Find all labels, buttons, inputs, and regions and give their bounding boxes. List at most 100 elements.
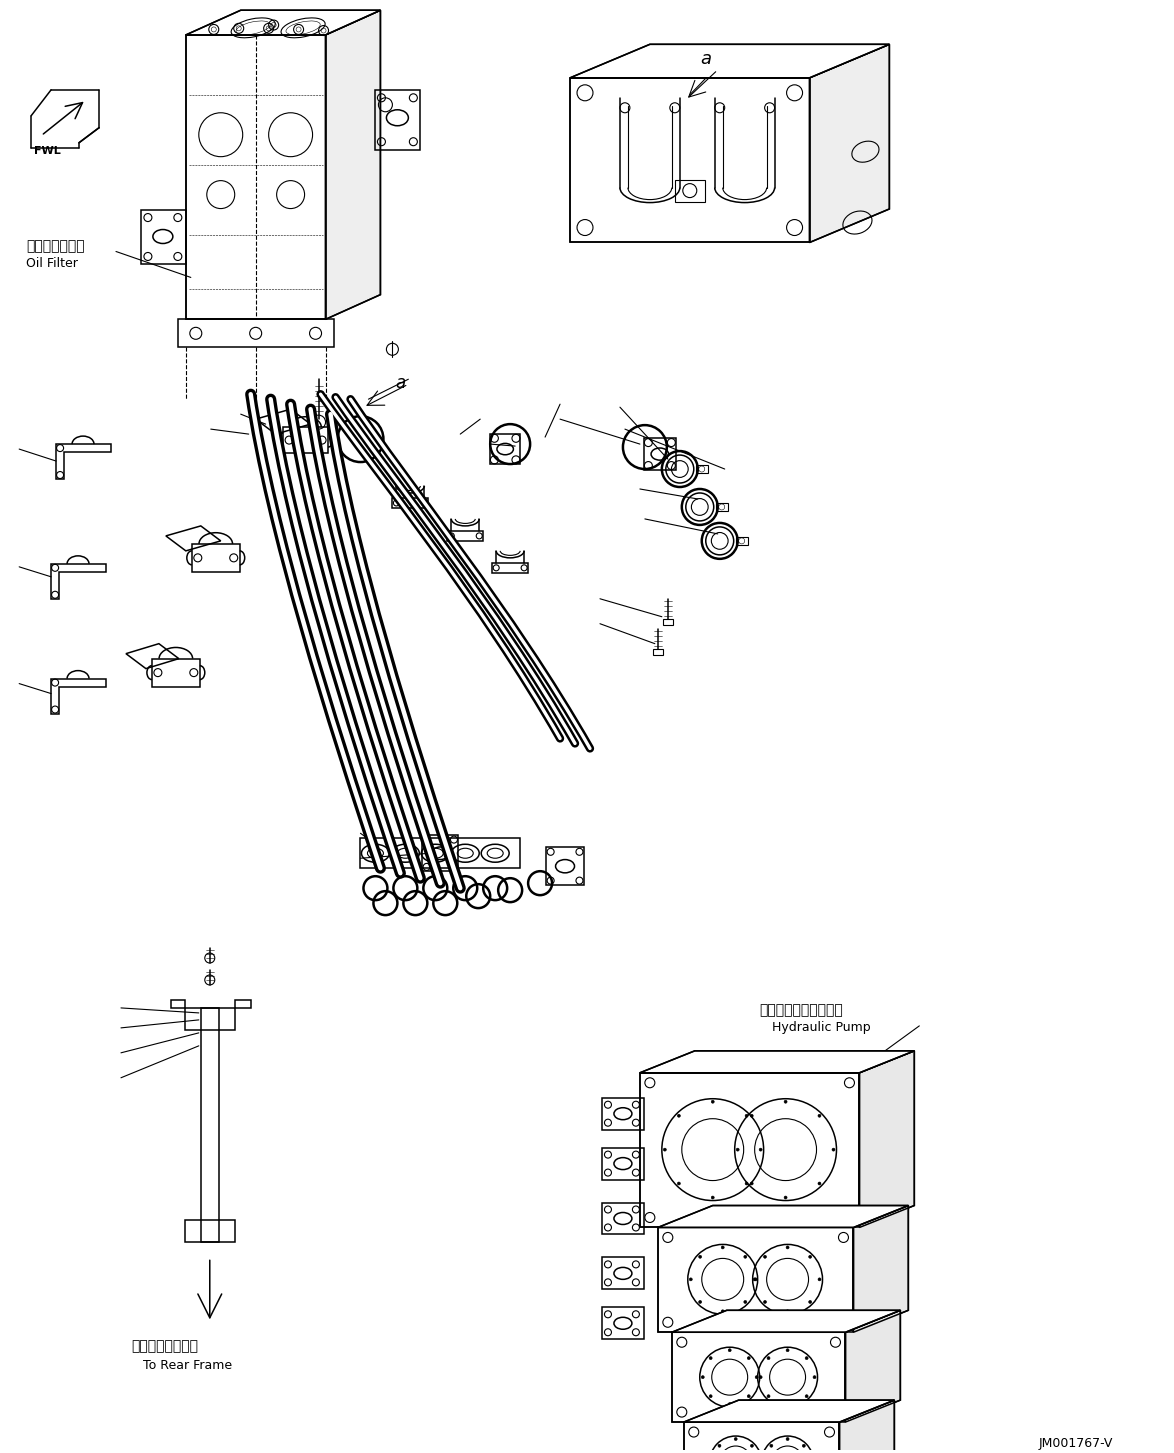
Circle shape: [814, 1376, 816, 1379]
Circle shape: [787, 1437, 789, 1440]
Bar: [392, 498, 429, 509]
Bar: [736, 538, 748, 545]
Circle shape: [709, 1357, 713, 1360]
Circle shape: [699, 1255, 702, 1258]
Circle shape: [805, 1357, 808, 1360]
Bar: [602, 1203, 643, 1235]
Polygon shape: [845, 1311, 900, 1422]
Polygon shape: [657, 1206, 909, 1228]
Circle shape: [677, 1181, 681, 1186]
Circle shape: [767, 1395, 770, 1398]
Circle shape: [736, 1148, 740, 1151]
Polygon shape: [810, 44, 890, 243]
Circle shape: [818, 1114, 821, 1117]
Bar: [491, 434, 520, 464]
Circle shape: [763, 1255, 767, 1258]
Circle shape: [818, 1181, 821, 1186]
Bar: [546, 847, 583, 885]
Bar: [696, 465, 708, 474]
Bar: [376, 90, 420, 150]
Circle shape: [784, 1196, 787, 1199]
Circle shape: [748, 1395, 750, 1398]
Polygon shape: [859, 1051, 915, 1228]
Bar: [683, 1422, 839, 1453]
Circle shape: [744, 1300, 747, 1303]
Polygon shape: [325, 10, 380, 320]
Circle shape: [787, 1348, 789, 1351]
Circle shape: [832, 1148, 835, 1151]
Circle shape: [809, 1300, 811, 1303]
Bar: [360, 838, 520, 869]
Bar: [602, 1097, 643, 1129]
Circle shape: [711, 1100, 714, 1103]
Circle shape: [754, 1277, 756, 1282]
Text: a: a: [396, 375, 406, 392]
Circle shape: [763, 1300, 767, 1303]
Bar: [184, 1221, 235, 1242]
Polygon shape: [683, 1401, 895, 1422]
Circle shape: [748, 1357, 750, 1360]
Circle shape: [784, 1100, 787, 1103]
Text: ハイドロリックポンプ: ハイドロリックポンプ: [760, 1003, 843, 1017]
Bar: [571, 78, 810, 243]
Text: a: a: [700, 49, 710, 68]
Bar: [492, 562, 528, 572]
Bar: [602, 1148, 643, 1180]
Polygon shape: [640, 1051, 915, 1072]
Circle shape: [728, 1348, 731, 1351]
Bar: [640, 1072, 859, 1228]
Circle shape: [750, 1114, 754, 1117]
Text: Oil Filter: Oil Filter: [26, 257, 77, 270]
Bar: [672, 1332, 845, 1422]
Circle shape: [760, 1148, 762, 1151]
Circle shape: [711, 1196, 714, 1199]
Circle shape: [818, 1277, 821, 1282]
Text: FWL: FWL: [34, 145, 61, 155]
Polygon shape: [672, 1311, 900, 1332]
Circle shape: [787, 1245, 789, 1250]
Circle shape: [721, 1245, 724, 1250]
Polygon shape: [571, 44, 890, 78]
Circle shape: [745, 1114, 748, 1117]
Circle shape: [701, 1376, 704, 1379]
Bar: [716, 503, 728, 511]
Bar: [657, 1228, 853, 1332]
Bar: [177, 320, 333, 347]
Bar: [683, 1422, 839, 1453]
Bar: [423, 835, 458, 872]
Bar: [185, 35, 325, 320]
Circle shape: [734, 1437, 737, 1440]
Circle shape: [718, 1444, 721, 1447]
Bar: [602, 1257, 643, 1289]
Circle shape: [809, 1255, 811, 1258]
Bar: [184, 1008, 235, 1030]
Text: To Rear Frame: To Rear Frame: [143, 1359, 232, 1372]
Circle shape: [770, 1444, 772, 1447]
Bar: [201, 1008, 218, 1242]
Circle shape: [745, 1181, 748, 1186]
Circle shape: [709, 1395, 713, 1398]
Circle shape: [754, 1277, 757, 1282]
Bar: [643, 439, 676, 469]
Polygon shape: [185, 10, 380, 35]
Bar: [672, 1332, 845, 1422]
Text: リヤーフレームへ: リヤーフレームへ: [131, 1340, 198, 1353]
Circle shape: [787, 1309, 789, 1314]
Bar: [653, 648, 663, 655]
Bar: [657, 1228, 853, 1332]
Circle shape: [767, 1357, 770, 1360]
Text: オイルフィルタ: オイルフィルタ: [26, 240, 85, 253]
Bar: [141, 209, 185, 264]
Bar: [602, 1308, 643, 1340]
Circle shape: [750, 1444, 754, 1447]
Circle shape: [728, 1402, 731, 1405]
Circle shape: [760, 1376, 762, 1379]
Bar: [663, 619, 673, 625]
Bar: [571, 78, 810, 243]
Bar: [675, 180, 704, 202]
Circle shape: [787, 1402, 789, 1405]
Circle shape: [699, 1300, 702, 1303]
Polygon shape: [839, 1401, 895, 1453]
Bar: [640, 1072, 859, 1228]
Circle shape: [750, 1181, 754, 1186]
